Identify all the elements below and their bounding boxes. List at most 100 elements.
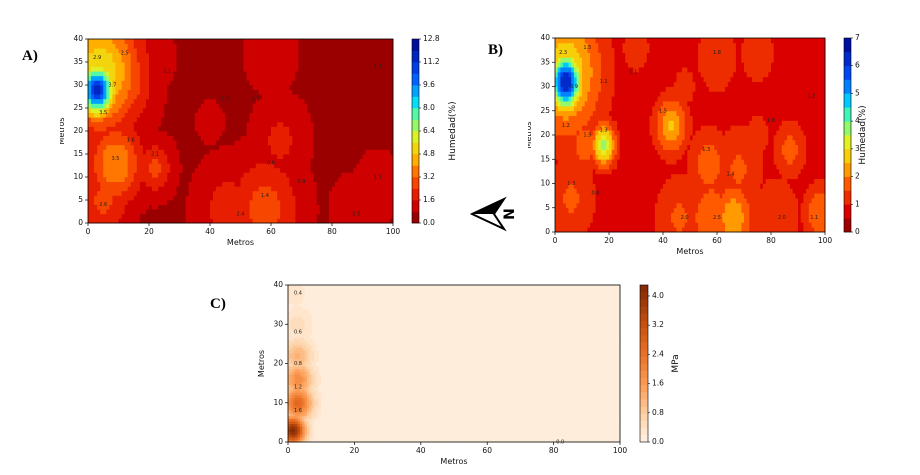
heatmap-cell	[386, 181, 391, 187]
heatmap-cell	[225, 186, 229, 192]
heatmap-cell	[595, 47, 599, 53]
heatmap-cell	[310, 149, 315, 155]
heatmap-cell	[304, 167, 308, 173]
heatmap-cell	[100, 71, 104, 77]
heatmap-cell	[97, 177, 101, 182]
heatmap-cell	[595, 115, 599, 121]
heatmap-cell	[280, 154, 284, 159]
heatmap-cell	[219, 218, 223, 224]
heatmap-cell	[249, 57, 254, 63]
heatmap-cell	[136, 112, 141, 118]
heatmap-cell	[127, 57, 132, 63]
heatmap-cell	[155, 200, 159, 205]
heatmap-cell	[106, 140, 110, 146]
heatmap-cell	[576, 149, 580, 155]
heatmap-cell	[182, 48, 186, 54]
heatmap-cell	[179, 195, 183, 201]
heatmap-cell	[609, 62, 613, 68]
heatmap-cell	[213, 158, 217, 164]
heatmap-cell	[237, 112, 241, 118]
heatmap-cell	[344, 62, 348, 67]
heatmap-cell	[231, 94, 235, 100]
heatmap-cell	[353, 213, 357, 219]
heatmap-cell	[173, 209, 177, 215]
heatmap-cell	[606, 38, 610, 44]
heatmap-cell	[582, 101, 586, 107]
heatmap-cell	[188, 213, 193, 219]
heatmap-cell	[142, 195, 147, 201]
heatmap-cell	[133, 200, 138, 205]
heatmap-cell	[173, 172, 177, 178]
heatmap-cell	[243, 149, 247, 155]
heatmap-cell	[555, 168, 559, 175]
heatmap-cell	[560, 144, 564, 150]
contour-label: 1.2	[374, 64, 382, 70]
heatmap-cell	[582, 202, 586, 209]
heatmap-cell	[389, 158, 394, 164]
heatmap-cell	[200, 89, 205, 95]
heatmap-cell	[563, 159, 567, 165]
contour-label: 2.1	[252, 96, 260, 102]
heatmap-cell	[225, 108, 229, 113]
heatmap-cell	[307, 39, 312, 44]
heatmap-cell	[565, 115, 569, 121]
heatmap-cell	[94, 209, 98, 215]
heatmap-cell	[555, 47, 559, 53]
heatmap-cell	[344, 204, 348, 210]
heatmap-cell	[598, 183, 602, 189]
heatmap-cell	[261, 43, 266, 49]
heatmap-cell	[332, 144, 336, 150]
heatmap-cell	[109, 172, 113, 178]
heatmap-cell	[185, 66, 190, 72]
heatmap-cell	[289, 66, 293, 72]
heatmap-cell	[298, 85, 302, 90]
heatmap-cell	[200, 80, 205, 86]
heatmap-cell	[97, 172, 101, 178]
heatmap-cell	[252, 66, 257, 72]
heatmap-cell	[228, 57, 232, 63]
heatmap-cell	[206, 75, 211, 81]
heatmap-cell	[295, 71, 299, 77]
heatmap-cell	[158, 195, 162, 201]
heatmap-cell	[325, 66, 330, 72]
heatmap-cell	[344, 163, 348, 169]
heatmap-cell	[313, 52, 318, 58]
heatmap-cell	[115, 121, 119, 127]
heatmap-cell	[313, 62, 318, 67]
heatmap-cell	[225, 126, 229, 132]
heatmap-cell	[600, 193, 604, 199]
heatmap-cell	[560, 86, 564, 92]
heatmap-cell	[261, 48, 266, 54]
heatmap-cell	[611, 222, 615, 228]
heatmap-cell	[600, 47, 604, 53]
heatmap-cell	[371, 126, 376, 132]
heatmap-cell	[158, 112, 162, 118]
heatmap-cell	[179, 62, 183, 67]
heatmap-cell	[173, 158, 177, 164]
heatmap-cell	[197, 94, 202, 100]
heatmap-cell	[112, 140, 116, 146]
heatmap-cell	[289, 89, 293, 95]
heatmap-cell	[576, 222, 580, 228]
heatmap-cell	[100, 140, 104, 146]
heatmap-cell	[560, 130, 564, 136]
heatmap-cell	[377, 126, 382, 132]
heatmap-cell	[167, 66, 171, 72]
heatmap-cell	[274, 117, 278, 123]
heatmap-cell	[109, 186, 113, 192]
heatmap-cell	[356, 163, 360, 169]
heatmap-cell	[335, 94, 339, 100]
heatmap-cell	[563, 198, 567, 204]
heatmap-cell	[274, 209, 278, 215]
heatmap-cell	[191, 158, 196, 164]
heatmap-cell	[362, 66, 366, 72]
heatmap-cell	[179, 140, 183, 146]
contour-label: 2.4	[237, 211, 245, 217]
heatmap-cell	[590, 52, 594, 58]
heatmap-cell	[555, 81, 559, 87]
heatmap-cell	[222, 186, 226, 192]
heatmap-cell	[237, 218, 241, 224]
heatmap-cell	[579, 38, 583, 44]
heatmap-cell	[286, 190, 290, 196]
heatmap-cell	[350, 117, 354, 123]
